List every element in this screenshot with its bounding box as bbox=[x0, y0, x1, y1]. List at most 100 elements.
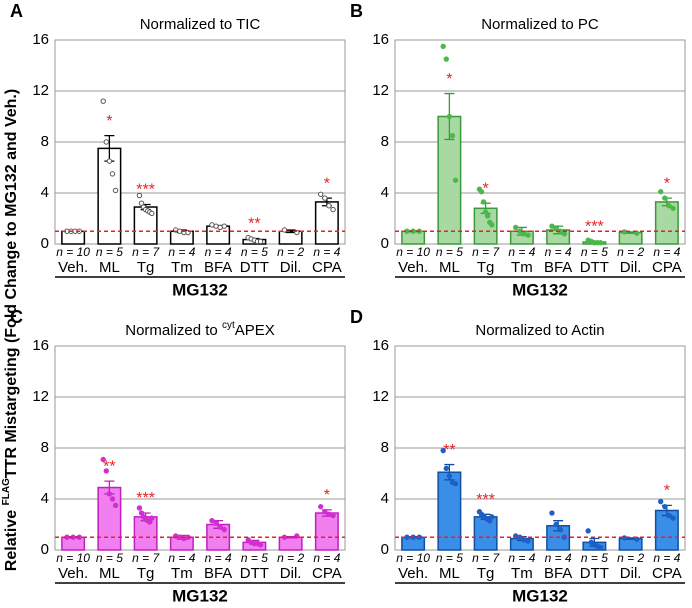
n-label: n = 5 bbox=[96, 551, 123, 565]
data-point bbox=[440, 43, 446, 50]
data-point bbox=[443, 465, 449, 472]
y-tick-label: 16 bbox=[32, 31, 49, 48]
n-label: n = 5 bbox=[436, 245, 463, 259]
data-point bbox=[317, 503, 324, 510]
n-label: n = 4 bbox=[508, 551, 535, 565]
plot-frame bbox=[394, 39, 686, 245]
y-tick-label: 12 bbox=[32, 82, 49, 99]
x-tick-label: Veh. bbox=[398, 259, 428, 276]
n-label: n = 7 bbox=[472, 551, 500, 565]
data-point bbox=[553, 521, 559, 528]
data-point bbox=[112, 187, 119, 194]
data-point bbox=[597, 544, 604, 551]
group-label: MG132 bbox=[512, 586, 568, 605]
panel-letter: A bbox=[10, 1, 23, 21]
panel-title: Normalized to cytAPEX bbox=[125, 320, 275, 339]
data-point bbox=[326, 203, 332, 209]
x-tick-label: Dil. bbox=[620, 259, 642, 276]
data-point bbox=[257, 238, 264, 245]
y-tick-label: 0 bbox=[381, 541, 389, 558]
data-point bbox=[666, 512, 672, 519]
data-point bbox=[484, 213, 491, 219]
data-point bbox=[666, 203, 672, 209]
x-tick-label: Veh. bbox=[58, 565, 88, 582]
x-tick-label: Tm bbox=[511, 565, 533, 582]
data-point bbox=[489, 514, 495, 520]
y-tick-label: 8 bbox=[381, 439, 389, 456]
y-tick-label: 16 bbox=[32, 337, 49, 354]
text-part: APEX bbox=[235, 322, 275, 339]
data-point bbox=[109, 496, 116, 502]
y-tick-label: 0 bbox=[41, 235, 49, 252]
group-label: MG132 bbox=[172, 586, 228, 605]
significance: *** bbox=[585, 219, 604, 236]
n-label: n = 7 bbox=[472, 245, 500, 259]
x-tick-label: Tm bbox=[171, 259, 193, 276]
text-part: Relative bbox=[3, 505, 20, 571]
data-point bbox=[480, 199, 487, 205]
y-tick-label: 4 bbox=[381, 490, 389, 507]
data-point bbox=[221, 223, 228, 229]
data-point bbox=[136, 505, 143, 511]
plot-frame bbox=[54, 39, 346, 245]
data-point bbox=[443, 56, 449, 62]
x-tick-label: CPA bbox=[312, 565, 342, 582]
n-label: n = 4 bbox=[205, 551, 232, 565]
x-tick-label: Tm bbox=[171, 565, 193, 582]
significance: ** bbox=[443, 442, 455, 459]
y-tick-label: 12 bbox=[372, 82, 389, 99]
bar bbox=[97, 486, 122, 551]
x-tick-label: BFA bbox=[544, 259, 572, 276]
y-tick-label: 12 bbox=[372, 388, 389, 405]
panel-letter: B bbox=[350, 1, 363, 21]
x-tick-label: Tg bbox=[477, 565, 495, 582]
data-point bbox=[549, 223, 555, 229]
data-point bbox=[597, 240, 604, 246]
n-label: n = 10 bbox=[56, 551, 90, 565]
data-point bbox=[525, 538, 531, 544]
n-label: n = 4 bbox=[168, 245, 195, 259]
data-point bbox=[585, 528, 591, 534]
data-point bbox=[106, 158, 113, 164]
n-label: n = 2 bbox=[617, 551, 644, 565]
data-point bbox=[657, 498, 664, 505]
significance: * bbox=[324, 487, 330, 504]
text-part: Normalized to PC bbox=[481, 16, 599, 33]
data-point bbox=[440, 447, 446, 454]
x-tick-label: Dil. bbox=[280, 565, 302, 582]
significance: * bbox=[446, 71, 452, 88]
n-label: n = 5 bbox=[241, 245, 268, 259]
data-point bbox=[549, 510, 555, 516]
y-tick-label: 16 bbox=[372, 31, 389, 48]
data-point bbox=[213, 520, 219, 526]
data-point bbox=[100, 98, 106, 104]
n-label: n = 4 bbox=[508, 245, 535, 259]
n-label: n = 4 bbox=[653, 551, 680, 565]
data-point bbox=[512, 224, 519, 231]
x-tick-label: ML bbox=[439, 565, 460, 582]
text-part: Normalized to bbox=[125, 322, 222, 339]
panel-title: Normalized to Actin bbox=[475, 322, 604, 339]
data-point bbox=[257, 542, 264, 548]
y-tick-label: 8 bbox=[41, 133, 49, 150]
data-point bbox=[452, 177, 459, 183]
y-tick-label: 8 bbox=[381, 133, 389, 150]
data-point bbox=[103, 468, 109, 474]
n-label: n = 5 bbox=[581, 245, 608, 259]
y-tick-label: 4 bbox=[41, 184, 49, 201]
n-label: n = 4 bbox=[545, 551, 572, 565]
y-tick-label: 4 bbox=[381, 184, 389, 201]
significance: * bbox=[106, 113, 112, 130]
n-label: n = 4 bbox=[653, 245, 680, 259]
data-point bbox=[317, 191, 324, 197]
n-label: n = 4 bbox=[205, 245, 232, 259]
y-tick-label: 8 bbox=[41, 439, 49, 456]
data-point bbox=[136, 192, 143, 199]
n-label: n = 7 bbox=[132, 551, 160, 565]
panel-title: Normalized to TIC bbox=[140, 16, 261, 33]
data-point bbox=[452, 481, 459, 487]
n-label: n = 2 bbox=[277, 245, 304, 259]
y-tick-label: 12 bbox=[32, 388, 49, 405]
n-label: n = 4 bbox=[168, 551, 195, 565]
